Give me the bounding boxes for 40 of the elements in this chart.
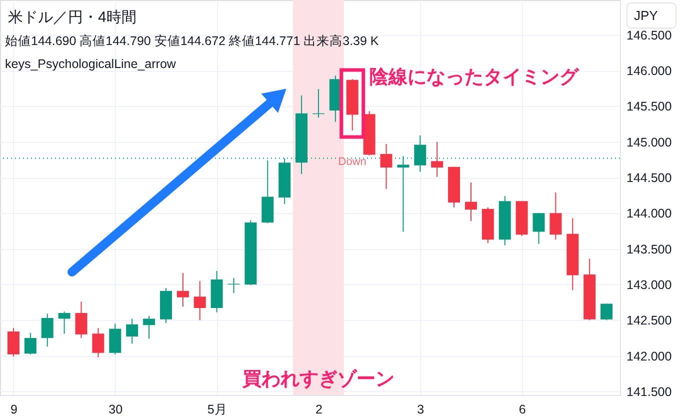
candlestick	[143, 315, 156, 340]
y-tick-label: 145.000	[626, 135, 672, 150]
y-tick-label: 143.500	[626, 242, 672, 256]
annotation: 陰線になったタイミング	[369, 67, 580, 88]
y-tick-label: 144.000	[626, 206, 672, 221]
candlestick	[431, 141, 444, 178]
candlestick	[380, 144, 392, 190]
text: JPY	[634, 8, 658, 23]
candlestick	[550, 192, 562, 240]
candlestick	[176, 272, 189, 308]
x-tick-label: 3	[417, 402, 424, 416]
candlestick	[7, 327, 20, 357]
candlestick	[194, 280, 206, 321]
candlestick	[75, 301, 88, 338]
y-tick-label: 146.500	[626, 28, 672, 42]
candlestick	[41, 313, 54, 348]
candlestick	[92, 327, 104, 358]
x-tick-label: 6	[518, 402, 526, 416]
candlestick	[126, 318, 138, 344]
x-tick-label: 2	[315, 402, 322, 416]
y-tick-label: 141.500	[626, 384, 672, 399]
candlestick	[464, 182, 477, 222]
candlestick	[532, 212, 545, 244]
y-tick-label: 146.000	[626, 64, 672, 78]
candlestick	[600, 303, 613, 321]
y-tick-label: 142.500	[626, 314, 672, 328]
text: 始値144.690 高値144.790 安値144.672 終値144.771 出来高3.39 K	[5, 33, 380, 48]
x-tick-label: 30	[108, 402, 123, 416]
y-tick-label: 144.500	[626, 171, 672, 186]
annotation: keys_PsychologicalLine_arrow	[5, 57, 177, 71]
candlestick	[24, 332, 36, 355]
x-tick-label: 9	[10, 402, 18, 416]
annotation: Down	[338, 156, 366, 168]
candlestick	[58, 311, 70, 334]
y-tick-label: 142.000	[626, 349, 672, 364]
annotation: 買われすぎゾーン	[241, 368, 394, 390]
y-tick-label: 143.000	[626, 278, 672, 292]
x-tick-label: 5月	[207, 402, 228, 416]
text: 米ドル／円・4時間	[8, 9, 136, 26]
y-tick-label: 145.500	[626, 100, 672, 114]
